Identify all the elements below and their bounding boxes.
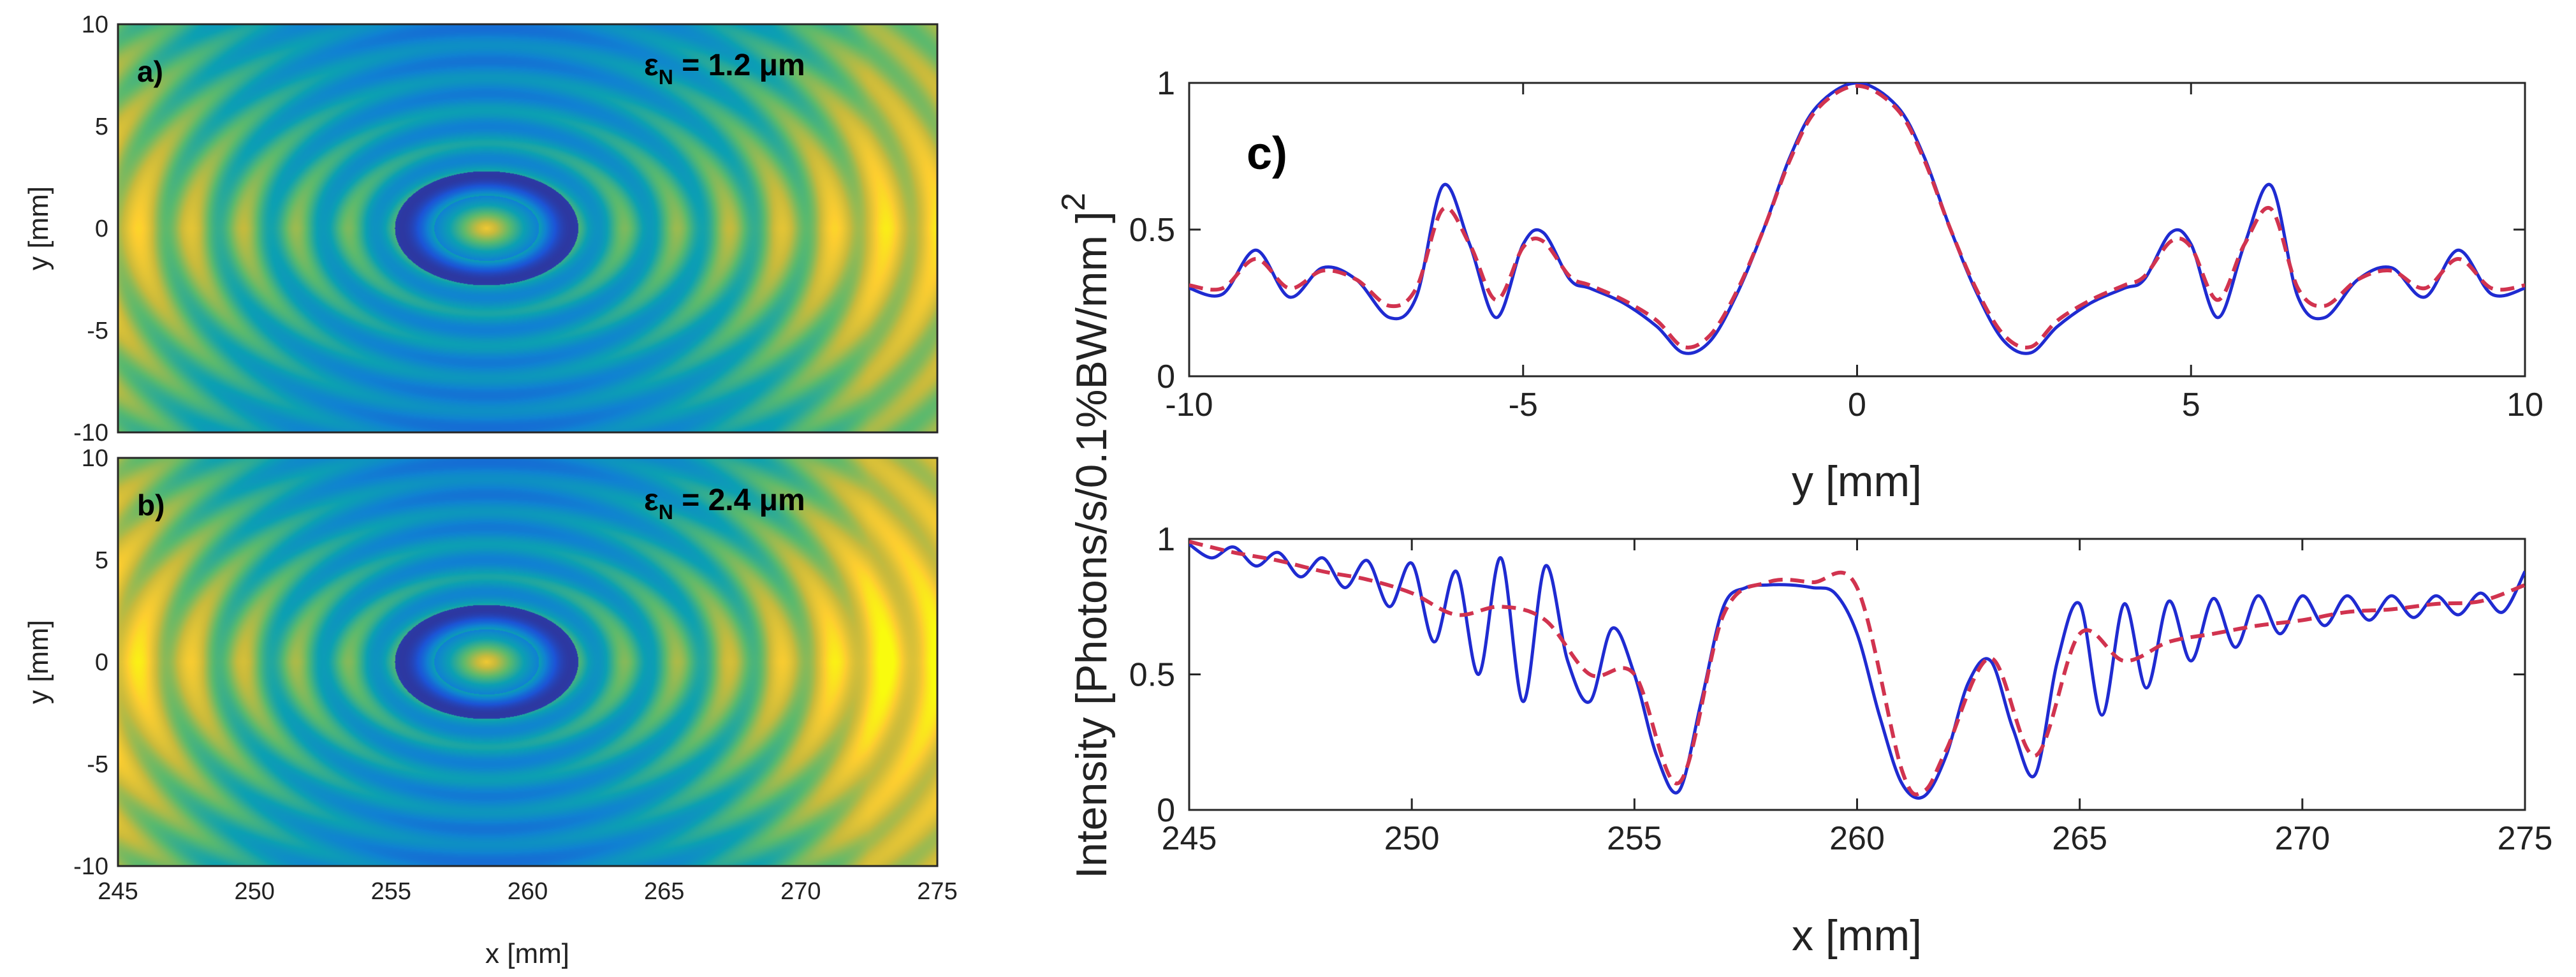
line-panel-c-bottom: 00.51 245 250 255 260 265 270 275 x [mm] [1129,521,2553,960]
x-tick-label: 0 [1848,386,1866,423]
y-axis-label-b: y [mm] [23,620,54,704]
y-tick-labels-b: 10 5 0 -5 -10 [73,445,108,880]
y-tick-label: -5 [87,318,108,344]
x-tick-label: 265 [644,878,684,905]
x-axis-label-b: x [mm] [485,938,569,969]
y-tick-labels-a: 10 5 0 -5 -10 [73,11,108,446]
panel-label-b: b) [137,488,165,522]
series-line-solid [1189,543,2525,800]
y-tick-label: 1 [1157,65,1175,102]
series-line-dashed [1189,84,2525,349]
y-tick-label: 10 [82,11,108,38]
axes-frame-a [117,23,939,434]
x-tick-label: 245 [1162,820,1217,857]
y-tick-label: -10 [73,420,108,446]
y-tick-label: 0 [1157,792,1175,829]
x-tick-label: 260 [1829,820,1885,857]
x-axis-label-c-bottom: x [mm] [1792,911,1922,960]
y-tick-label: 10 [82,445,108,472]
y-tick-label: 0.5 [1129,212,1175,249]
x-tick-label: 255 [1607,820,1662,857]
panel-label-c: c) [1247,128,1287,179]
tick-marks-c-top [1188,82,2526,378]
series-lines-c-bottom [1189,540,2525,800]
heatmap-panel-a: a) εN = 1.2 μm 10 5 0 -5 -10 y [mm] [23,11,939,446]
x-tick-label: 10 [2506,386,2543,423]
line-panel-c-top: c) 00.51 -10 -5 0 5 10 y [mm] [1129,65,2543,506]
y-tick-label: 0 [1157,358,1175,395]
annotation-a: εN = 1.2 μm [644,48,805,89]
x-tick-label: 250 [234,878,274,905]
annotation-b: εN = 2.4 μm [644,483,805,524]
y-axis-label-c: Intensity [Photons/s/0.1%BW/mm ]2 [1055,193,1116,879]
series-line-solid [1189,83,2525,355]
x-tick-label: 250 [1384,820,1440,857]
y-tick-label: 1 [1157,521,1175,558]
y-tick-label: 5 [95,114,108,140]
y-tick-label: 0.5 [1129,657,1175,694]
x-tick-label: 255 [371,878,411,905]
x-tick-label: 270 [2274,820,2330,857]
x-axis-label-c-top: y [mm] [1792,457,1922,506]
x-tick-labels-b: 245 250 255 260 265 270 275 [98,878,957,905]
y-axis-label-a: y [mm] [23,186,54,270]
heatmap-panel-b: b) εN = 2.4 μm 10 5 0 -5 -10 245 250 255 260 265… [23,445,958,969]
y-tick-label: -10 [73,853,108,880]
y-tick-label: 0 [95,216,108,242]
x-tick-label: 275 [2498,820,2553,857]
axes-frame-c-bottom [1188,538,2526,811]
x-tick-label: 260 [508,878,548,905]
x-tick-label: 275 [917,878,957,905]
panel-label-a: a) [137,55,163,88]
y-tick-labels-c-top: 00.51 [1129,65,1175,395]
x-tick-label: 5 [2182,386,2200,423]
x-tick-labels-c-top: -10 -5 0 5 10 [1165,386,2543,423]
tick-marks-c-bottom [1188,538,2526,811]
axes-frame-c-top [1188,82,2526,378]
series-line-dashed [1189,540,2525,797]
y-tick-labels-c-bottom: 00.51 [1129,521,1175,829]
x-tick-labels-c-bottom: 245 250 255 260 265 270 275 [1162,820,2553,857]
x-tick-label: 270 [780,878,821,905]
x-tick-label: -10 [1165,386,1213,423]
heatmap-image-a [118,24,937,432]
y-tick-label: 5 [95,547,108,574]
x-tick-label: 265 [2052,820,2107,857]
y-tick-label: -5 [87,751,108,778]
x-tick-label: -5 [1509,386,1538,423]
y-tick-label: 0 [95,649,108,676]
series-lines-c-top [1189,83,2525,355]
axes-frame-b [117,457,939,867]
heatmap-image-b [118,458,937,866]
x-tick-label: 245 [98,878,138,905]
